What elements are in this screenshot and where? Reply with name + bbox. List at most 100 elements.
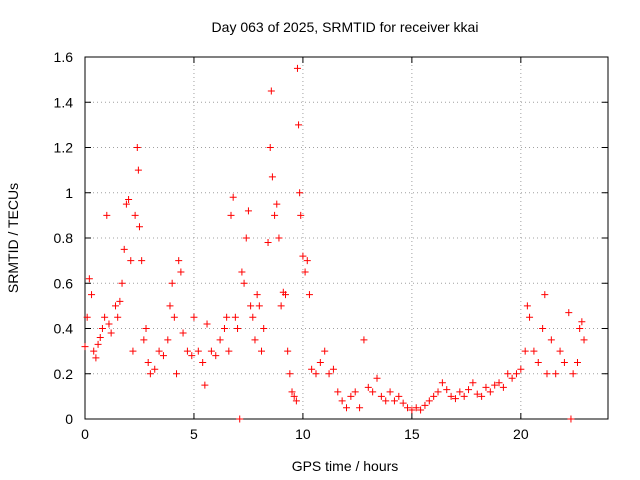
data-point	[321, 347, 329, 355]
data-point	[170, 313, 178, 321]
data-point	[508, 374, 516, 382]
data-point	[390, 397, 398, 405]
y-tick-label: 1.6	[54, 49, 74, 65]
data-point	[134, 166, 142, 174]
y-tick-label: 0.4	[54, 321, 74, 337]
data-point	[138, 257, 146, 265]
data-point	[242, 234, 250, 242]
data-point	[103, 211, 111, 219]
x-tick-label: 5	[190, 426, 198, 442]
data-series	[81, 64, 588, 423]
data-point	[220, 325, 228, 332]
data-point	[146, 370, 154, 378]
data-point	[295, 121, 303, 129]
data-point	[212, 352, 220, 360]
data-point	[465, 386, 473, 394]
data-point	[430, 392, 438, 400]
data-point	[495, 379, 503, 387]
data-point	[451, 395, 459, 403]
data-point	[443, 386, 451, 394]
data-point	[578, 318, 586, 326]
data-point	[129, 347, 137, 355]
y-tick-label: 0.2	[54, 366, 74, 382]
data-point	[223, 313, 231, 321]
data-point	[395, 392, 403, 400]
data-point	[244, 207, 252, 215]
data-point	[227, 211, 235, 219]
data-point	[499, 383, 507, 391]
data-point	[135, 223, 143, 231]
data-point	[408, 406, 416, 414]
data-point	[573, 358, 581, 366]
data-point	[112, 302, 120, 310]
data-point	[216, 336, 224, 344]
data-point	[207, 347, 215, 355]
data-point	[576, 325, 584, 332]
data-point	[168, 279, 176, 287]
data-point	[334, 388, 342, 396]
y-tick-label: 0.6	[54, 275, 74, 291]
data-point	[284, 347, 292, 355]
data-point	[96, 334, 104, 342]
data-point	[166, 302, 174, 310]
data-point	[556, 347, 564, 355]
y-tick-label: 1.2	[54, 140, 74, 156]
data-point	[81, 343, 89, 351]
data-point	[229, 193, 237, 201]
data-point	[482, 383, 490, 391]
data-point	[151, 365, 159, 373]
data-point	[541, 291, 549, 299]
axis-ticks	[84, 56, 608, 420]
data-point	[122, 200, 130, 208]
y-tick-labels: 0 0.2 0.4 0.6 0.8 1 1.2 1.4 1.6	[54, 49, 74, 427]
x-tick-label: 20	[513, 426, 529, 442]
data-point	[175, 257, 183, 265]
data-point	[114, 313, 122, 321]
data-point	[460, 392, 468, 400]
data-point	[90, 347, 98, 355]
data-point	[438, 379, 446, 387]
data-point	[125, 196, 133, 204]
data-point	[164, 336, 172, 344]
data-point	[434, 388, 442, 396]
data-point	[504, 370, 512, 378]
data-point	[567, 415, 575, 423]
data-point	[131, 211, 139, 219]
data-point	[338, 397, 346, 405]
data-point	[183, 347, 191, 355]
data-point	[512, 370, 520, 378]
data-point	[107, 329, 115, 337]
data-point	[94, 340, 102, 348]
data-point	[543, 370, 551, 378]
data-point	[547, 336, 555, 344]
data-point	[255, 302, 263, 310]
data-point	[101, 313, 109, 321]
data-point	[179, 329, 187, 337]
data-point	[305, 291, 313, 299]
data-point	[92, 354, 100, 362]
data-point	[258, 347, 266, 355]
data-point	[133, 144, 141, 151]
data-point	[473, 390, 481, 398]
data-point	[308, 365, 316, 373]
data-point	[373, 374, 381, 382]
data-point	[234, 325, 242, 332]
data-point	[116, 297, 124, 305]
data-point	[118, 279, 126, 287]
data-point	[275, 234, 283, 242]
data-point	[417, 406, 425, 414]
data-point	[267, 87, 275, 95]
x-tick-label: 0	[81, 426, 89, 442]
data-point	[425, 397, 433, 405]
data-point	[412, 404, 420, 412]
data-point	[190, 313, 198, 321]
data-point	[329, 365, 337, 373]
data-point	[271, 211, 279, 219]
data-point	[565, 309, 573, 317]
data-point	[159, 352, 167, 360]
data-point	[288, 388, 296, 396]
data-point	[316, 358, 324, 366]
data-point	[369, 388, 377, 396]
data-point	[266, 144, 274, 151]
data-point	[120, 245, 128, 253]
